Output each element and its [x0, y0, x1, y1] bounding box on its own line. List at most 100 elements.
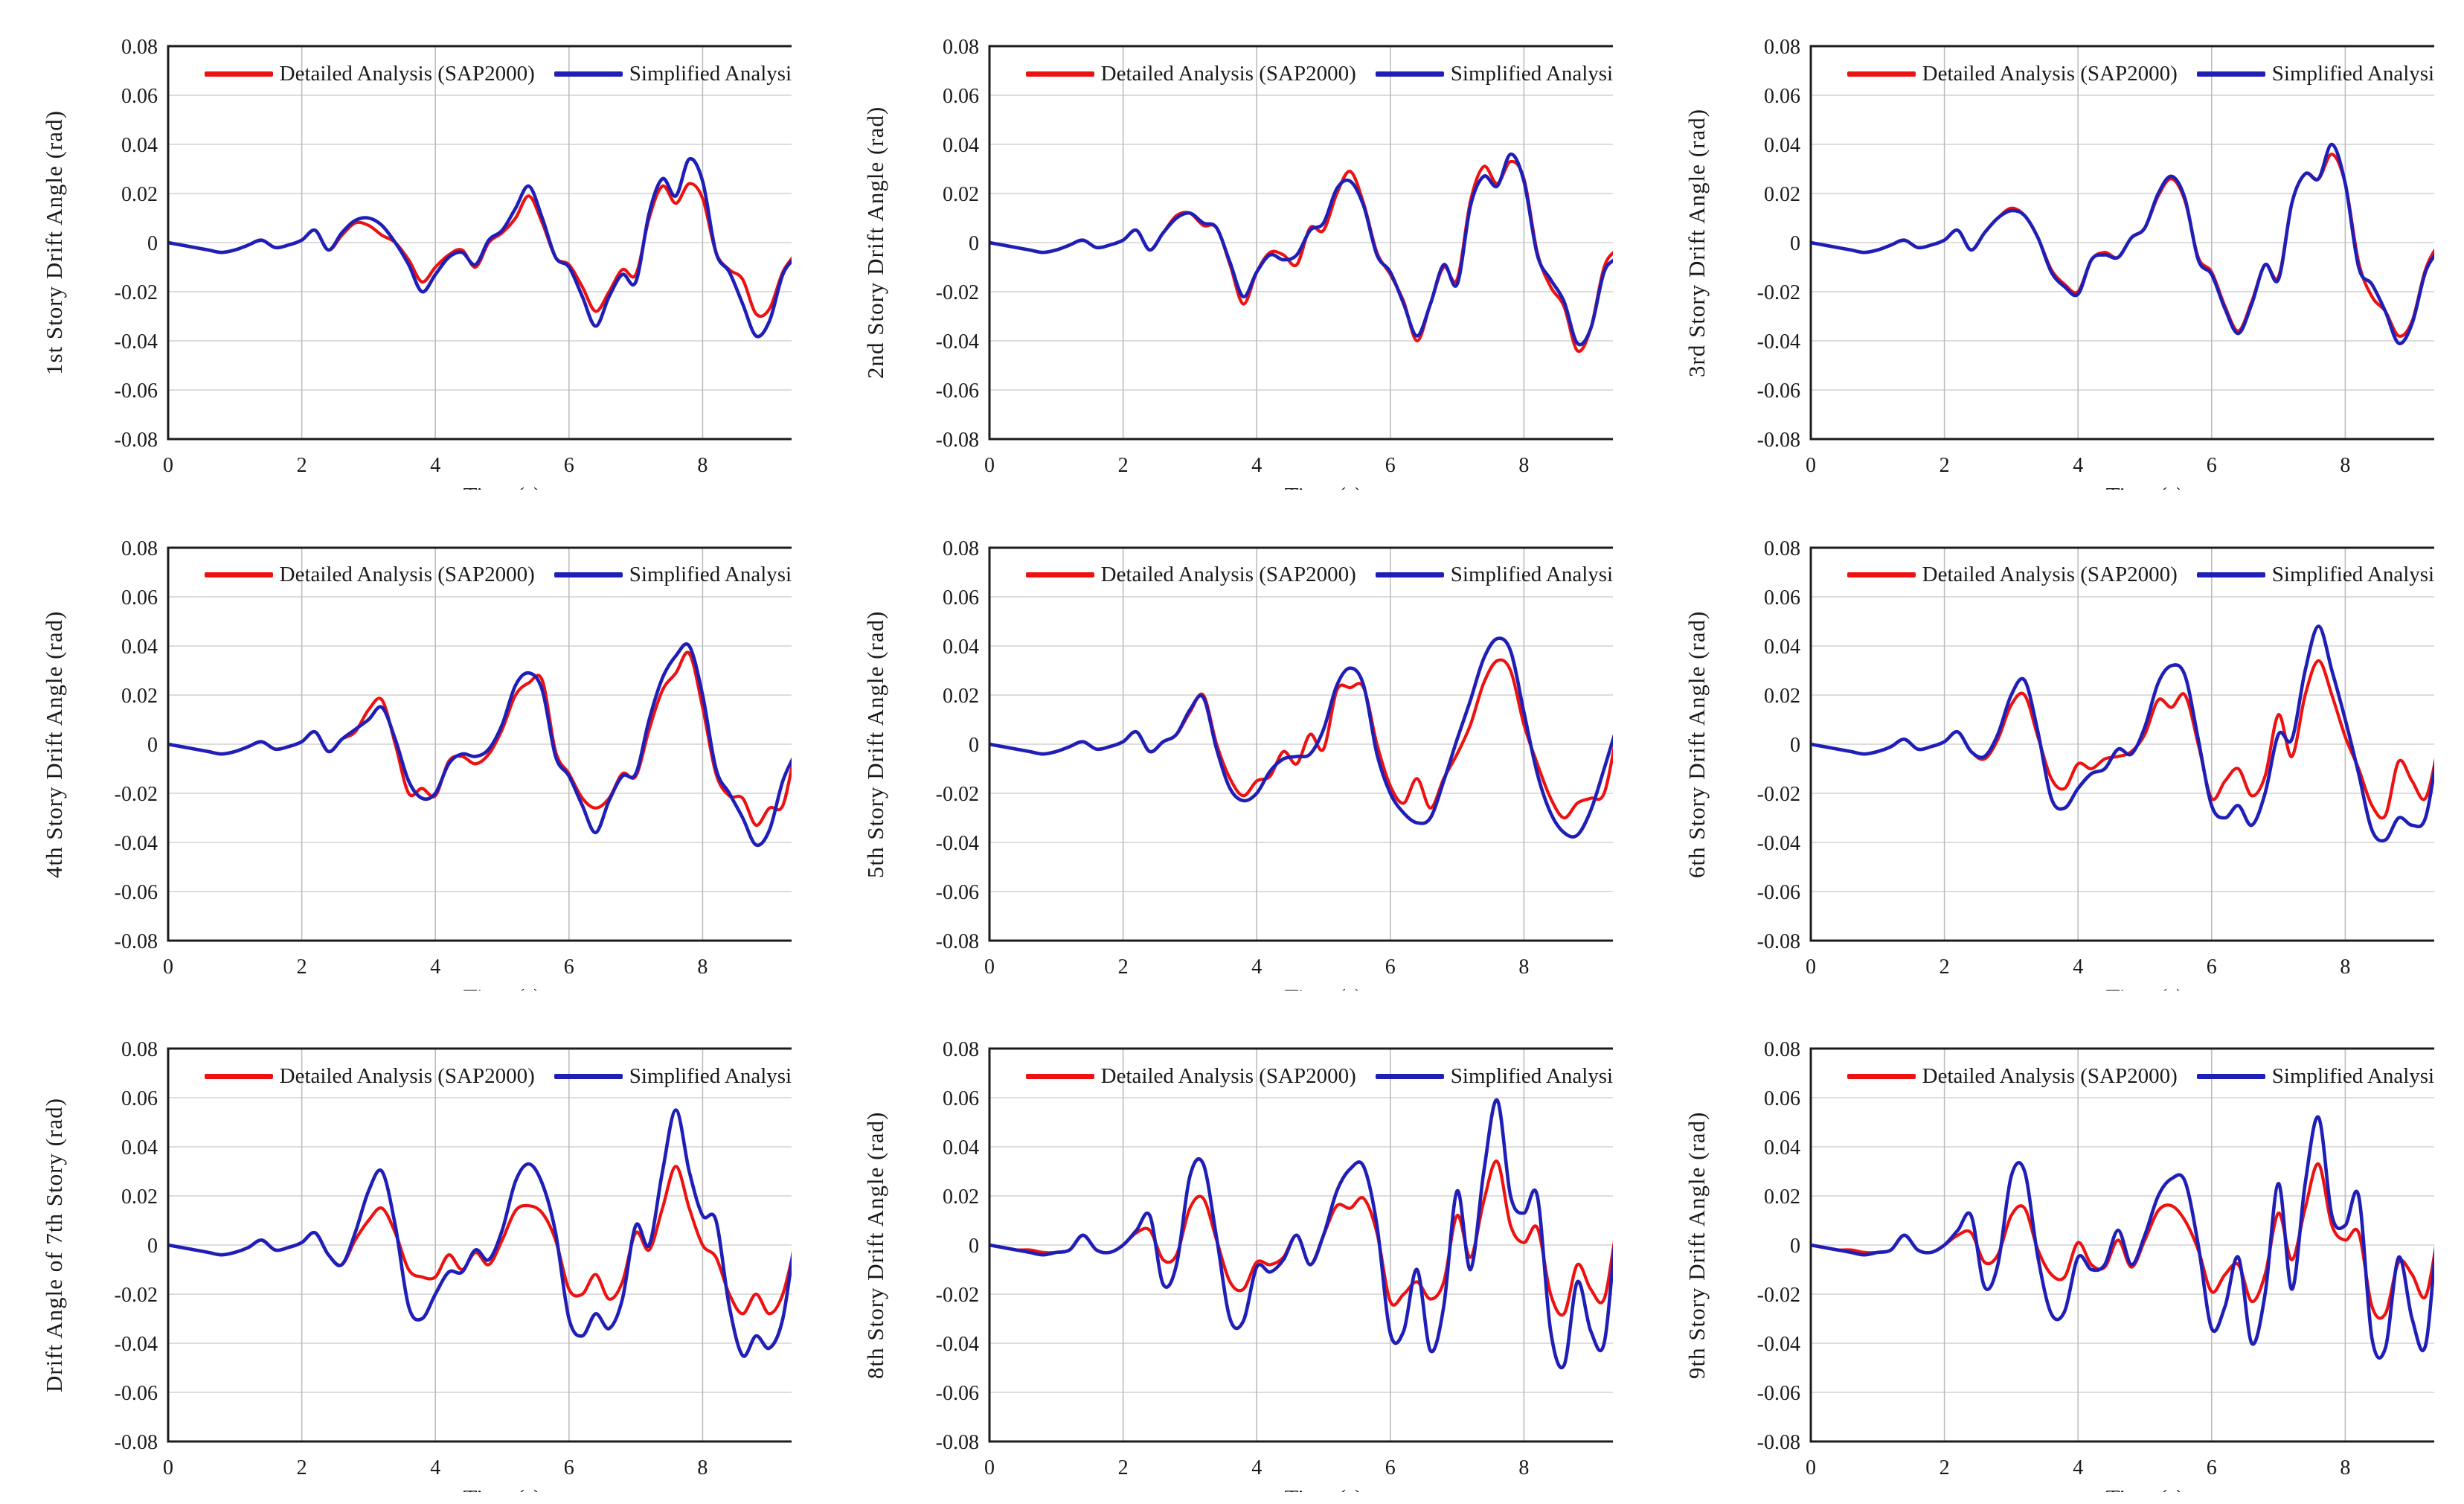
- svg-text:0.04: 0.04: [121, 636, 158, 659]
- legend-item-simplified: Simplified Analysis: [1375, 61, 1613, 86]
- svg-text:6: 6: [1385, 1456, 1396, 1479]
- y-axis-label: 9th Story Drift Angle (rad): [1684, 1111, 1710, 1379]
- chart-cell-2nd-story: 0.08 0.06 0.04 0.02 0 -0.02 -0.04 -0.06 -0.08 0 2 4…: [851, 12, 1613, 490]
- svg-text:6: 6: [564, 956, 574, 979]
- svg-text:4: 4: [1251, 1456, 1262, 1479]
- chart-canvas: 0.080.060.040.020-0.02-0.04-0.06-0.080 2 4…: [936, 1038, 1613, 1479]
- svg-text:0.08: 0.08: [1764, 36, 1800, 59]
- svg-text:6: 6: [2207, 1456, 2217, 1479]
- detailed-legend-label: Detailed Analysis (SAP2000): [1100, 61, 1356, 86]
- svg-text:-0.06: -0.06: [1757, 380, 1800, 403]
- svg-text:0: 0: [1790, 232, 1800, 255]
- legend-item-detailed: Detailed Analysis (SAP2000): [1025, 61, 1356, 86]
- chart-legend: Detailed Analysis (SAP2000) Simplified A…: [989, 560, 1613, 591]
- svg-text:0.02: 0.02: [121, 685, 158, 708]
- svg-text:2: 2: [1940, 454, 1950, 477]
- svg-text:0.08: 0.08: [943, 36, 979, 59]
- chart-legend: Detailed Analysis (SAP2000) Simplified A…: [1811, 1060, 2434, 1092]
- svg-text:-0.02: -0.02: [1757, 1284, 1800, 1307]
- svg-text:-0.02: -0.02: [115, 1284, 158, 1307]
- svg-text:-0.04: -0.04: [1757, 832, 1800, 855]
- simplified-legend-line-icon: [2196, 572, 2265, 578]
- svg-text:-0.06: -0.06: [115, 1382, 158, 1405]
- svg-text:0.08: 0.08: [1764, 537, 1800, 560]
- legend-item-simplified: Simplified Analysis: [554, 62, 792, 86]
- svg-text:4: 4: [2073, 1456, 2083, 1479]
- simplified-legend-label: Simplified Analysis: [2271, 61, 2434, 86]
- detailed-legend-label: Detailed Analysis (SAP2000): [1922, 61, 2178, 86]
- svg-text:6: 6: [2207, 956, 2217, 979]
- svg-text:0: 0: [147, 232, 158, 255]
- svg-text:0: 0: [147, 1235, 158, 1258]
- svg-text:0: 0: [969, 232, 979, 255]
- svg-text:0: 0: [984, 956, 995, 979]
- chart-canvas: 0.080.060.040.020-0.02-0.04-0.06-0.080 2 4…: [1757, 1038, 2434, 1479]
- svg-text:8: 8: [2340, 1456, 2350, 1479]
- detailed-legend-line-icon: [1025, 572, 1094, 578]
- simplified-legend-line-icon: [1375, 572, 1444, 578]
- simplified-legend-line-icon: [2196, 1073, 2265, 1079]
- svg-text:0.04: 0.04: [121, 134, 158, 157]
- svg-text:0: 0: [1806, 956, 1816, 979]
- svg-text:-0.08: -0.08: [1757, 930, 1800, 953]
- svg-text:-0.08: -0.08: [115, 1431, 158, 1454]
- svg-text:6: 6: [1385, 454, 1396, 477]
- legend-item-detailed: Detailed Analysis (SAP2000): [1847, 1064, 2178, 1089]
- y-axis-label: Drift Angle of 7th Story (rad): [41, 1098, 67, 1393]
- svg-text:-0.04: -0.04: [936, 832, 979, 855]
- chart-legend: Detailed Analysis (SAP2000) Simplified A…: [168, 1060, 792, 1092]
- simplified-legend-label: Simplified Analysis: [1450, 563, 1613, 587]
- x-axis-label: Time (s): [168, 984, 792, 991]
- svg-text:0.04: 0.04: [1764, 1136, 1800, 1159]
- chart-canvas: 0.080.060.040.020-0.02-0.04-0.06-0.080 2 4…: [936, 537, 1613, 979]
- svg-text:-0.02: -0.02: [936, 783, 979, 806]
- x-axis-label: Time (s): [989, 984, 1613, 991]
- svg-text:0: 0: [984, 454, 995, 477]
- simplified-legend-line-icon: [554, 71, 623, 77]
- svg-text:2: 2: [1940, 956, 1950, 979]
- svg-text:4: 4: [430, 454, 440, 477]
- svg-text:8: 8: [697, 1456, 708, 1479]
- svg-text:0: 0: [1790, 1235, 1800, 1258]
- chart-canvas: 0.080.060.040.020-0.02-0.04-0.06-0.080 2 4…: [936, 36, 1613, 477]
- x-axis-label: Time (s): [1811, 482, 2434, 490]
- simplified-legend-label: Simplified Analysis: [629, 61, 792, 86]
- legend-item-detailed: Detailed Analysis (SAP2000): [1025, 563, 1356, 587]
- chart-canvas: 0.080.060.040.020-0.02-0.04-0.06-0.080 2 4…: [115, 1038, 792, 1479]
- svg-text:-0.02: -0.02: [936, 281, 979, 304]
- svg-text:-0.02: -0.02: [115, 783, 158, 806]
- svg-text:0.08: 0.08: [943, 537, 979, 560]
- svg-text:4: 4: [430, 1456, 440, 1479]
- svg-text:-0.06: -0.06: [936, 881, 979, 904]
- legend-item-detailed: Detailed Analysis (SAP2000): [204, 1064, 535, 1089]
- detailed-legend-label: Detailed Analysis (SAP2000): [1922, 1063, 2178, 1088]
- svg-text:-0.04: -0.04: [115, 832, 158, 855]
- legend-item-detailed: Detailed Analysis (SAP2000): [1025, 1064, 1356, 1089]
- chart-canvas: 0.080.060.040.020-0.02-0.04-0.06-0.080 2 4…: [115, 537, 792, 979]
- chart-cell-8th-story: 0.08 0.06 0.04 0.02 0 -0.02 -0.04 -0.06 -0.08 0 2 4…: [851, 1014, 1613, 1492]
- svg-text:-0.04: -0.04: [115, 1333, 158, 1356]
- legend-item-simplified: Simplified Analysis: [2196, 563, 2434, 587]
- svg-text:0: 0: [1806, 454, 1816, 477]
- svg-text:0.06: 0.06: [943, 85, 979, 108]
- chart-cell-5th-story: 0.08 0.06 0.04 0.02 0 -0.02 -0.04 -0.06 -0.08 0 2 4…: [851, 513, 1613, 991]
- svg-text:6: 6: [1385, 956, 1396, 979]
- simplified-legend-label: Simplified Analysis: [1450, 61, 1613, 86]
- detailed-legend-line-icon: [204, 572, 273, 578]
- svg-text:-0.08: -0.08: [936, 429, 979, 452]
- svg-text:0: 0: [1806, 1456, 1816, 1479]
- svg-text:0.04: 0.04: [943, 134, 979, 157]
- svg-text:-0.04: -0.04: [115, 330, 158, 353]
- detailed-legend-line-icon: [1025, 71, 1094, 77]
- svg-text:0: 0: [147, 734, 158, 757]
- x-axis-label: Time (s): [168, 482, 792, 490]
- svg-text:0.06: 0.06: [121, 1087, 158, 1110]
- svg-text:0.04: 0.04: [121, 1136, 158, 1159]
- svg-text:-0.08: -0.08: [1757, 1431, 1800, 1454]
- x-axis-label: Time (s): [989, 482, 1613, 490]
- y-axis-label: 8th Story Drift Angle (rad): [862, 1111, 888, 1379]
- chart-canvas: 0.080.060.040.020-0.02-0.04-0.06-0.080 2 4…: [115, 36, 792, 477]
- svg-text:0.08: 0.08: [121, 36, 158, 59]
- y-axis-label: 2nd Story Drift Angle (rad): [862, 106, 888, 380]
- svg-text:0.06: 0.06: [1764, 1087, 1800, 1110]
